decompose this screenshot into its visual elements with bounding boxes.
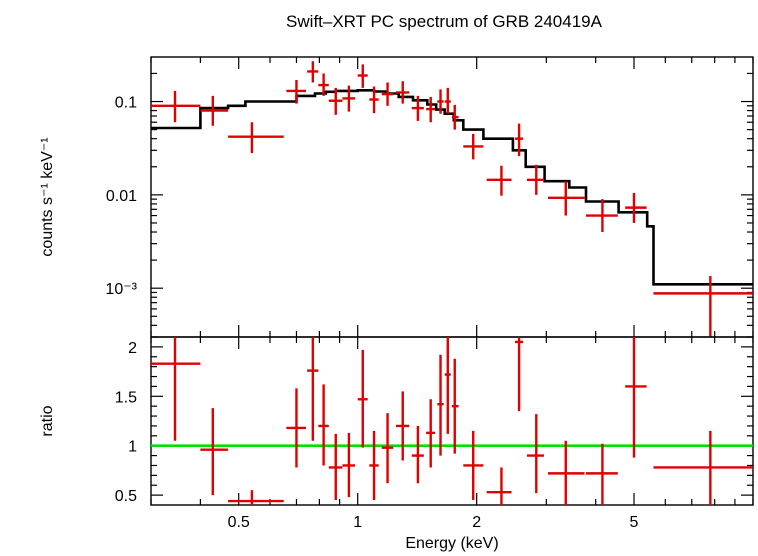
spectrum-data-point [286,80,307,104]
ratio-data-point [357,349,368,448]
spectrum-data-point [548,181,585,216]
y-tick-label: 2 [128,340,137,357]
ratio-data-point [307,337,319,441]
spectrum-data-point [381,82,394,106]
x-tick-label: 2 [472,514,481,531]
spectrum-data-points [151,61,753,337]
x-tick-label: 0.5 [228,514,250,531]
spectrum-data-point [200,95,229,126]
spectrum-data-point [625,192,647,223]
ratio-data-point [411,425,424,484]
spectrum-data-point [151,90,201,123]
spectrum-data-point [526,164,544,195]
ratio-data-point [444,337,451,434]
spectrum-data-point [307,61,319,83]
ratio-data-point [515,337,524,412]
y-tick-label: 0.1 [115,95,137,112]
spectrum-data-point [369,86,379,114]
ratio-panel: 0.5 1 2 5 0.5 1 1.5 2 ratio Energy (keV) [39,336,754,552]
ratio-data-point [463,430,484,501]
y-tick-label: 1 [128,439,137,456]
ratio-data-point [451,358,459,454]
spectrum-data-point [357,64,368,88]
y-tick-label: 1.5 [115,389,137,406]
x-tick-label: 5 [630,514,639,531]
spectrum-data-point [451,104,459,130]
spectrum-data-point [328,87,343,115]
spectrum-data-point [342,85,356,112]
spectrum-data-point [228,122,284,154]
ratio-panel-frame [150,336,754,506]
ratio-data-point [342,432,356,498]
spectrum-y-axis-label: counts s⁻¹ keV⁻¹ [39,137,56,256]
spectrum-data-point [437,89,444,114]
ratio-data-point [318,384,329,466]
ratio-data-points [151,337,753,505]
chart-title: Swift–XRT PC spectrum of GRB 240419A [286,12,603,31]
ratio-data-point [653,430,753,505]
spectrum-data-point [463,133,484,160]
ratio-data-point [228,490,284,505]
ratio-data-point [328,433,343,501]
ratio-data-point [526,414,544,494]
ratio-axis-ticks: 0.5 1 2 5 0.5 1 1.5 2 [115,337,754,531]
spectrum-data-point [444,87,451,114]
ratio-data-point [625,337,647,458]
x-tick-label: 1 [353,514,362,531]
spectrum-data-point [396,81,410,104]
spectrum-data-point [318,73,329,96]
ratio-data-point [437,354,444,456]
ratio-data-point [426,399,436,468]
ratio-y-axis-label: ratio [39,405,56,436]
ratio-data-point [200,408,229,496]
ratio-data-point [286,388,307,468]
spectrum-data-point [426,96,436,123]
spectrum-data-point [653,276,753,337]
x-axis-label: Energy (keV) [405,535,498,552]
spectrum-axis-ticks: 0.1 0.01 10⁻³ [105,57,754,338]
ratio-data-point [396,391,410,461]
ratio-data-point [151,337,201,441]
spectrum-data-point [411,95,424,121]
spectrum-data-point [585,199,618,233]
ratio-data-point [548,440,585,505]
y-tick-label: 10⁻³ [105,281,137,298]
y-tick-label: 0.5 [115,488,137,505]
spectrum-panel: 0.1 0.01 10⁻³ counts s⁻¹ keV⁻¹ [39,56,754,338]
spectrum-data-point [486,165,512,196]
ratio-data-point [369,430,379,501]
y-tick-label: 0.01 [106,188,137,205]
ratio-data-point [486,467,512,505]
ratio-data-point [381,413,394,484]
ratio-data-point [585,443,618,505]
spectrum-data-point [515,123,524,157]
